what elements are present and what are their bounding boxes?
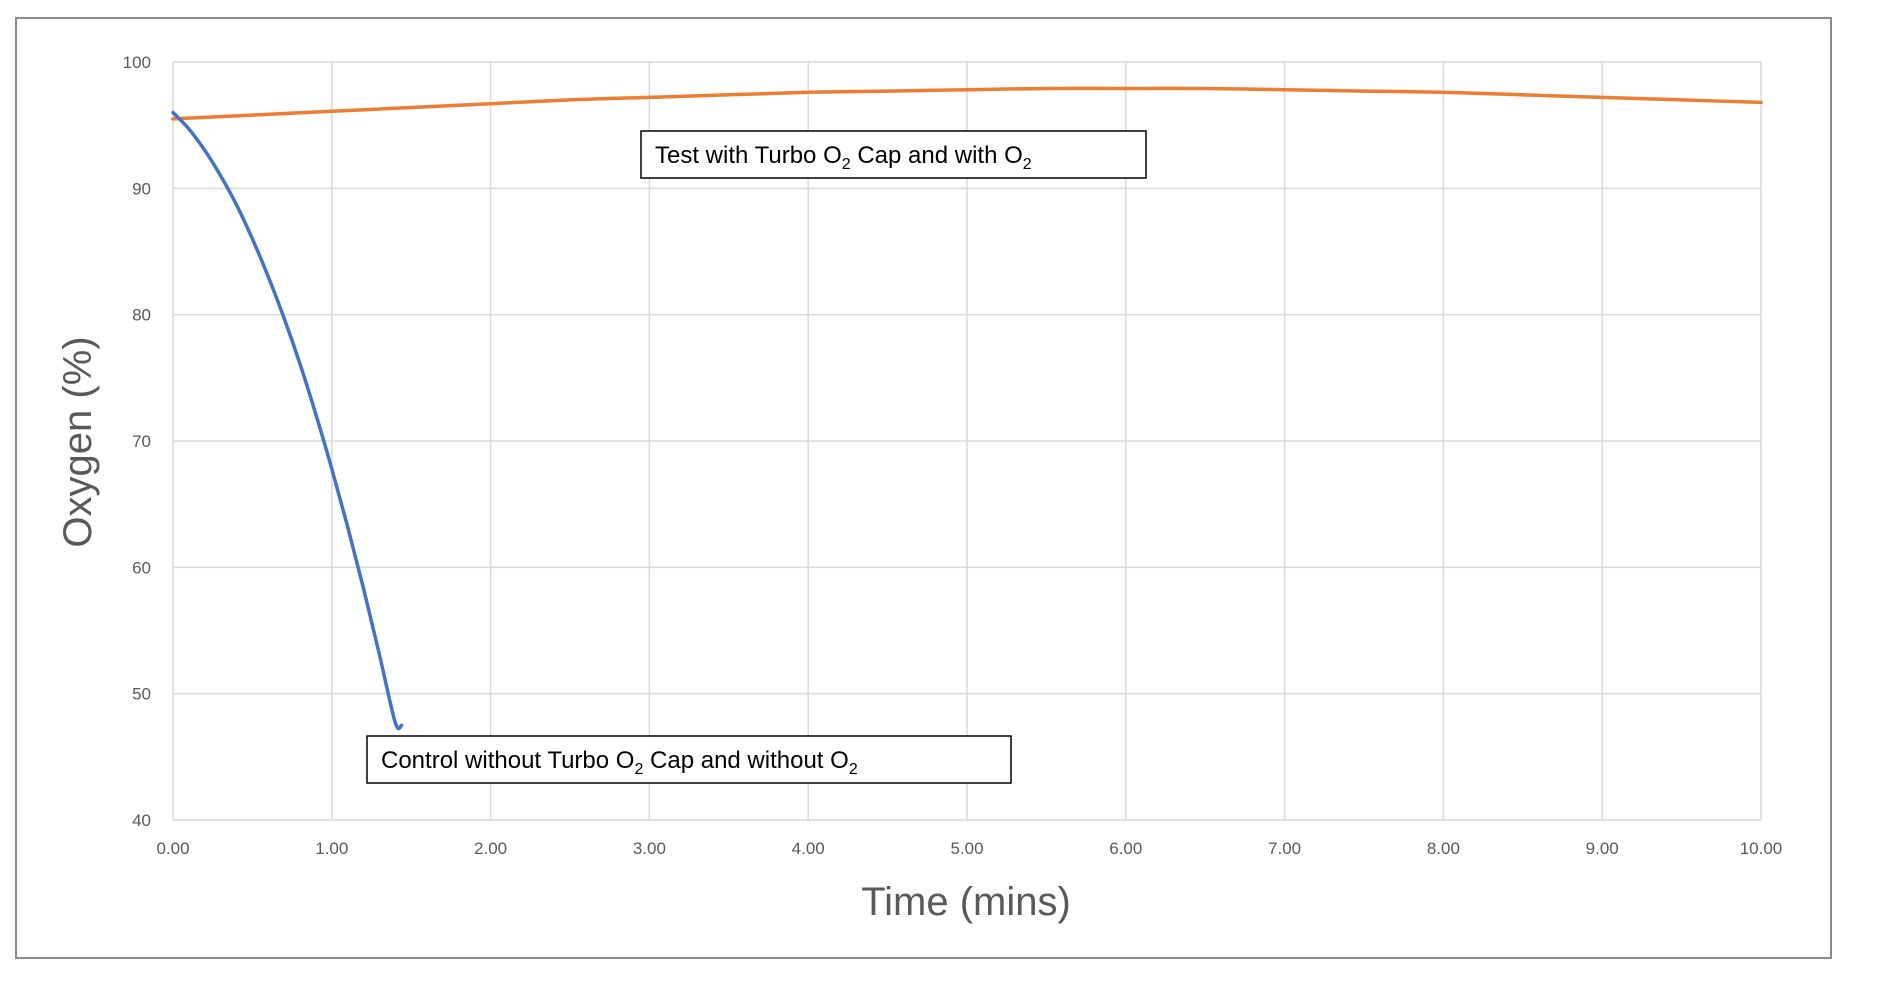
- y-tick-label: 40: [132, 811, 151, 830]
- x-tick-label: 0.00: [156, 839, 189, 858]
- y-tick-label: 50: [132, 685, 151, 704]
- annotation-test: Test with Turbo O2 Cap and with O2: [640, 130, 1147, 179]
- x-tick-label: 3.00: [633, 839, 666, 858]
- annotation-text-part: Cap and with O: [851, 142, 1023, 169]
- x-tick-label: 8.00: [1427, 839, 1460, 858]
- x-tick-label: 10.00: [1740, 839, 1783, 858]
- annotation-text-part: Control without Turbo O: [381, 747, 634, 774]
- subscript-text: 2: [1023, 156, 1032, 173]
- x-axis-title: Time (mins): [861, 880, 1071, 924]
- subscript-text: 2: [634, 761, 643, 778]
- y-tick-label: 90: [132, 179, 151, 198]
- y-tick-label: 80: [132, 306, 151, 325]
- x-tick-label: 5.00: [950, 839, 983, 858]
- tick-labels: 0.00 1.00 2.00 3.00 4.00 5.00 6.00 7.00 8.00 9.00…: [123, 53, 1783, 858]
- series-line-test: [171, 86, 1763, 121]
- series-lines: [171, 86, 1763, 731]
- annotation-text: Control without Turbo O2 Cap and without…: [381, 747, 858, 778]
- annotation-text: Test with Turbo O2 Cap and with O2: [655, 142, 1032, 173]
- annotation-box: [366, 735, 1012, 784]
- x-tick-label: 7.00: [1268, 839, 1301, 858]
- gridlines: [172, 61, 1762, 821]
- x-tick-label: 6.00: [1109, 839, 1142, 858]
- y-axis-title: Oxygen (%): [56, 336, 100, 547]
- y-tick-label: 60: [132, 558, 151, 577]
- y-tick-label: 100: [123, 53, 151, 72]
- series-line-control: [171, 110, 404, 731]
- x-tick-label: 2.00: [474, 839, 507, 858]
- x-tick-label: 9.00: [1586, 839, 1619, 858]
- annotation-text-part: Cap and without O: [643, 747, 848, 774]
- subscript-text: 2: [842, 156, 851, 173]
- x-tick-label: 1.00: [315, 839, 348, 858]
- chart-frame: [15, 17, 1832, 959]
- x-tick-label: 4.00: [792, 839, 825, 858]
- annotations: Test with Turbo O2 Cap and with O2Contro…: [366, 130, 1147, 784]
- annotation-box: [640, 130, 1147, 179]
- annotation-control: Control without Turbo O2 Cap and without…: [366, 735, 1012, 784]
- subscript-text: 2: [849, 761, 858, 778]
- annotation-text-part: Test with Turbo O: [655, 142, 842, 169]
- y-tick-label: 70: [132, 432, 151, 451]
